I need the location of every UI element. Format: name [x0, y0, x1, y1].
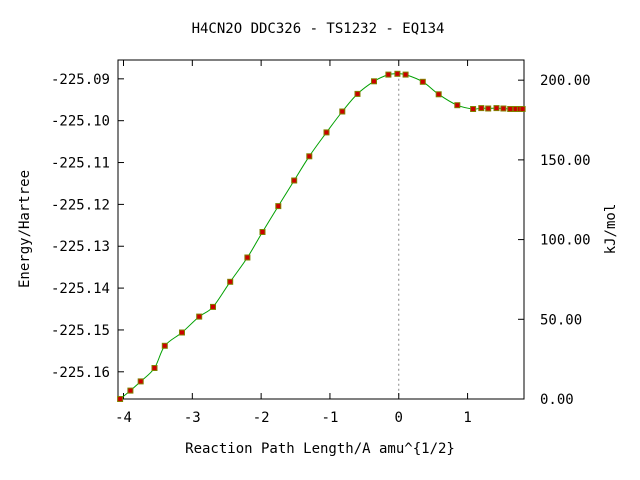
data-point [244, 254, 251, 261]
data-point [339, 108, 346, 115]
data-point [275, 203, 282, 210]
y-axis-label: Energy/Hartree [17, 170, 33, 288]
x-tick-label: -2 [253, 410, 270, 426]
y-tick-label: -225.16 [51, 365, 110, 381]
x-axis-ticks: -4 -3 -2 -1 0 1 [115, 60, 472, 426]
x-tick-label: 1 [463, 410, 471, 426]
y2-tick-label: 100.00 [540, 233, 591, 249]
data-point [385, 71, 392, 78]
y-tick-label: -225.14 [51, 281, 110, 297]
x-tick-label: -4 [115, 410, 132, 426]
data-point [519, 106, 526, 112]
data-point [323, 129, 330, 136]
data-point [485, 105, 492, 112]
data-point [435, 91, 442, 98]
y-tick-label: -225.12 [51, 197, 110, 213]
y2-tick-label: 0.00 [540, 392, 574, 408]
y-tick-label: -225.15 [51, 323, 110, 339]
data-point [127, 387, 134, 394]
data-point [493, 105, 500, 112]
data-point [306, 153, 313, 160]
series-line [119, 73, 523, 400]
data-point [291, 177, 298, 184]
y2-tick-label: 50.00 [540, 312, 582, 328]
data-point [454, 102, 461, 109]
x-axis-label: Reaction Path Length/A amu^{1/2} [185, 441, 455, 457]
data-point [179, 329, 185, 336]
y-axis-ticks: -225.09 -225.10 -225.11 -225.12 -225.13 -225.… [51, 72, 124, 381]
y-tick-label: -225.13 [51, 239, 110, 255]
x-tick-label: -1 [322, 410, 339, 426]
data-point [259, 229, 266, 235]
x-tick-label: 0 [395, 410, 403, 426]
y2-tick-label: 200.00 [540, 73, 591, 89]
data-point [478, 105, 485, 112]
data-point [137, 378, 144, 385]
data-point [470, 106, 477, 112]
y2-axis-ticks: 200.00 150.00 100.00 50.00 0.00 [518, 73, 591, 408]
data-point [151, 365, 158, 371]
plot-frame [117, 59, 525, 400]
data-point [507, 106, 514, 112]
data-point [402, 71, 409, 78]
chart-title: H4CN2O DDC326 - TS1232 - EQ134 [192, 21, 445, 37]
y2-tick-label: 150.00 [540, 153, 591, 169]
data-point [210, 303, 216, 310]
data-point [371, 78, 377, 85]
data-point [419, 78, 426, 85]
y2-axis-label: kJ/mol [603, 204, 619, 255]
data-point [196, 313, 203, 320]
x-tick-label: -3 [184, 410, 201, 426]
data-point [354, 90, 361, 97]
series-points [117, 70, 526, 402]
data-point [394, 70, 401, 77]
data-point [500, 105, 507, 112]
y-tick-label: -225.09 [51, 72, 110, 88]
data-point [117, 396, 124, 402]
y-tick-label: -225.11 [51, 156, 110, 172]
y-tick-label: -225.10 [51, 114, 110, 130]
data-point [227, 278, 234, 285]
data-point [161, 342, 168, 349]
